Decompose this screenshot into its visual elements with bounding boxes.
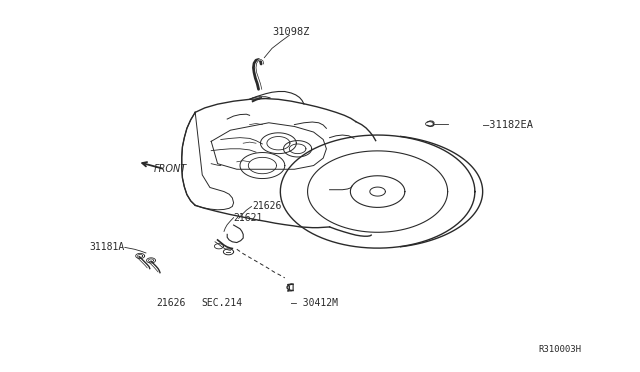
Text: 31098Z: 31098Z xyxy=(273,27,310,36)
Text: 21626: 21626 xyxy=(253,202,282,211)
Text: SEC.214: SEC.214 xyxy=(202,298,243,308)
Text: 21626: 21626 xyxy=(157,298,186,308)
Text: R310003H: R310003H xyxy=(538,345,582,354)
Text: 21621: 21621 xyxy=(234,213,263,222)
Text: — 30412M: — 30412M xyxy=(291,298,338,308)
Text: —31182EA: —31182EA xyxy=(483,120,533,129)
Text: FRONT: FRONT xyxy=(154,164,187,174)
Text: 31181A: 31181A xyxy=(90,243,125,252)
